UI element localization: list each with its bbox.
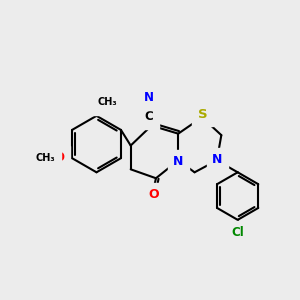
Text: O: O <box>54 151 64 164</box>
Text: S: S <box>198 108 207 121</box>
Text: N: N <box>212 153 223 166</box>
Text: CH₃: CH₃ <box>35 153 55 163</box>
Text: CH₃: CH₃ <box>98 97 118 106</box>
Text: O: O <box>92 97 101 110</box>
Text: Cl: Cl <box>231 226 244 239</box>
Text: N: N <box>173 155 183 168</box>
Text: N: N <box>144 91 154 104</box>
Text: O: O <box>148 188 159 201</box>
Text: C: C <box>145 110 154 123</box>
